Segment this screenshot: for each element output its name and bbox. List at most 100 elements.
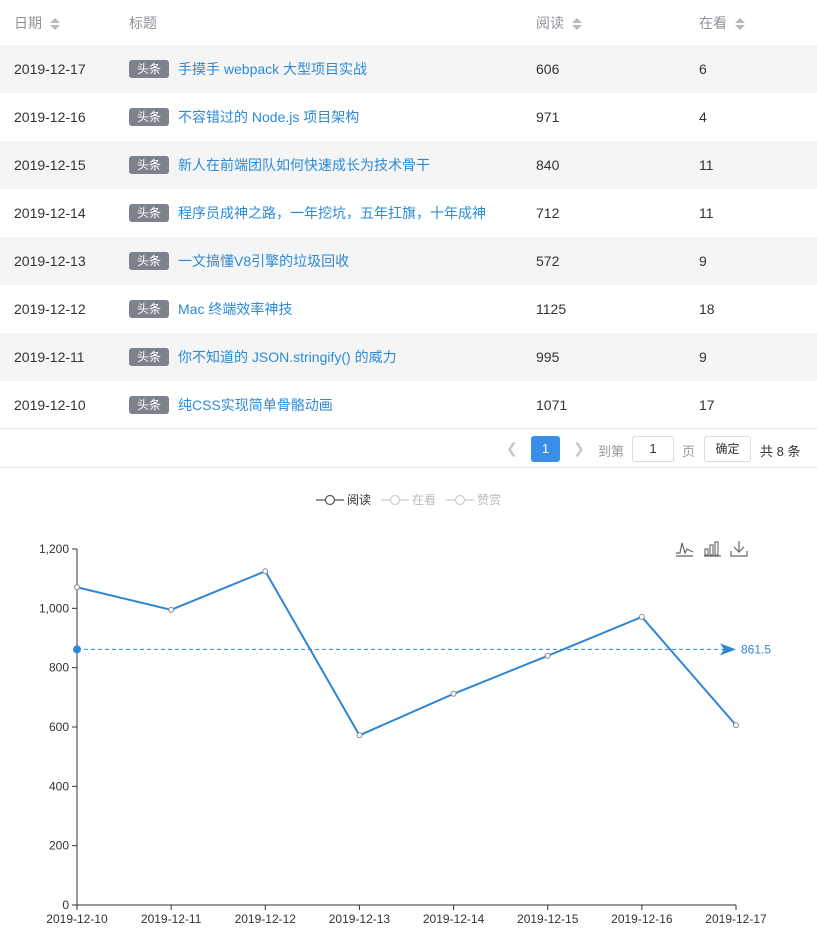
headline-tag: 头条	[129, 348, 170, 366]
pagination: ❮ 1 ❯ 到第 1 页 确定 共 8 条	[0, 429, 817, 468]
headline-tag: 头条	[129, 204, 170, 222]
table-row: 2019-12-15 头条 新人在前端团队如何快速成长为技术骨干 840 11	[0, 141, 817, 189]
row-date: 2019-12-11	[14, 349, 85, 365]
article-title-link[interactable]: Mac 终端效率神技	[178, 301, 293, 317]
x-tick-label: 2019-12-16	[611, 912, 673, 926]
row-reads: 572	[536, 253, 560, 269]
row-watching: 11	[699, 157, 714, 173]
reads-data-point	[638, 613, 645, 620]
y-tick-label: 200	[49, 839, 69, 853]
row-reads: 1071	[536, 397, 568, 413]
headline-tag: 头条	[129, 300, 170, 318]
row-watching: 9	[699, 253, 707, 269]
row-watching: 9	[699, 349, 707, 365]
table-row: 2019-12-17 头条 手摸手 webpack 大型项目实战 606 6	[0, 45, 817, 93]
legend-line-icon	[446, 494, 475, 505]
headline-tag: 头条	[129, 396, 170, 414]
headline-tag: 头条	[129, 156, 170, 174]
reads-data-point	[733, 722, 739, 729]
page-button-current[interactable]: 1	[531, 436, 560, 462]
mark-line-start-dot	[73, 645, 81, 654]
mark-line-arrow	[720, 643, 736, 656]
row-reads: 1125	[536, 301, 567, 317]
row-watching: 6	[699, 61, 707, 77]
reads-data-point	[74, 584, 80, 591]
legend-item-reads[interactable]: 阅读	[316, 491, 371, 508]
x-tick-label: 2019-12-15	[517, 912, 579, 926]
x-tick-label: 2019-12-10	[46, 912, 108, 926]
row-reads: 840	[536, 157, 560, 173]
reads-line-chart: 0 200 400 600 800 1,000 1,200 2019-12-10 2019-12…	[39, 542, 771, 926]
header-title: 标题	[129, 14, 157, 31]
reads-data-point	[168, 606, 175, 613]
headline-tag: 头条	[129, 60, 170, 78]
reads-data-point	[450, 690, 457, 697]
legend-item-watching[interactable]: 在看	[381, 491, 436, 508]
chevron-left-icon[interactable]: ❮	[506, 440, 518, 456]
row-watching: 17	[699, 397, 715, 413]
sort-icon[interactable]	[735, 17, 745, 31]
page-word: 页	[682, 444, 696, 459]
table-header: 日期 标题 阅读 在看	[0, 0, 817, 45]
article-title-link[interactable]: 程序员成神之路，一年挖坑，五年扛旗，十年成神	[178, 205, 487, 221]
articles-table: 日期 标题 阅读 在看 2019-12-17 头条 手摸手 webpack 大型项…	[0, 0, 817, 429]
row-date: 2019-12-13	[14, 253, 86, 269]
header-watching[interactable]: 在看	[699, 13, 817, 33]
y-tick-label: 600	[49, 720, 69, 734]
article-title-link[interactable]: 新人在前端团队如何快速成长为技术骨干	[178, 157, 431, 173]
chart-legend: 阅读 在看 赞赏	[316, 491, 511, 508]
confirm-button[interactable]: 确定	[704, 436, 751, 462]
row-date: 2019-12-17	[14, 61, 86, 77]
row-watching: 11	[699, 205, 714, 221]
x-tick-label: 2019-12-13	[329, 912, 391, 926]
sort-icon[interactable]	[572, 17, 582, 31]
y-tick-label: 1,000	[39, 601, 69, 615]
legend-item-appreciation[interactable]: 赞赏	[446, 491, 501, 508]
mark-line-label: 861.5	[741, 642, 771, 656]
x-tick-label: 2019-12-12	[235, 912, 297, 926]
row-reads: 712	[536, 205, 560, 221]
headline-tag: 头条	[129, 108, 170, 126]
row-reads: 971	[536, 109, 560, 125]
goto-label: 到第	[598, 444, 625, 459]
article-title-link[interactable]: 纯CSS实现简单骨骼动画	[178, 397, 333, 413]
table-row: 2019-12-12 头条 Mac 终端效率神技 1125 18	[0, 285, 817, 333]
y-tick-label: 400	[49, 779, 69, 793]
header-date[interactable]: 日期	[0, 13, 129, 33]
download-icon[interactable]	[730, 540, 749, 558]
table-row: 2019-12-13 头条 一文搞懂V8引擎的垃圾回收 572 9	[0, 237, 817, 285]
row-date: 2019-12-12	[14, 301, 86, 317]
bar-chart-icon[interactable]	[703, 540, 722, 558]
legend-line-icon	[316, 494, 344, 505]
reads-data-point	[356, 732, 363, 739]
sort-icon[interactable]	[50, 17, 60, 31]
table-row: 2019-12-11 头条 你不知道的 JSON.stringify() 的威力 …	[0, 333, 817, 381]
row-date: 2019-12-15	[14, 157, 86, 173]
table-row: 2019-12-16 头条 不容错过的 Node.js 项目架构 971 4	[0, 93, 817, 141]
article-title-link[interactable]: 不容错过的 Node.js 项目架构	[178, 109, 360, 125]
chevron-right-icon[interactable]: ❯	[573, 440, 585, 456]
goto-page-input[interactable]: 1	[632, 436, 674, 462]
row-date: 2019-12-14	[14, 205, 86, 221]
row-watching: 4	[699, 109, 707, 125]
reads-series-line	[76, 569, 737, 737]
table-divider	[0, 428, 817, 429]
header-reads[interactable]: 阅读	[536, 13, 699, 33]
row-date: 2019-12-16	[14, 109, 86, 125]
legend-line-icon	[381, 494, 410, 505]
x-tick-label: 2019-12-14	[423, 912, 485, 926]
row-date: 2019-12-10	[14, 397, 86, 413]
row-reads: 606	[536, 61, 560, 77]
reads-data-point	[544, 652, 551, 659]
x-tick-label: 2019-12-17	[705, 912, 767, 926]
reads-data-point	[262, 568, 269, 575]
total-count: 共 8 条	[760, 444, 801, 459]
article-title-link[interactable]: 手摸手 webpack 大型项目实战	[178, 61, 368, 77]
y-tick-label: 800	[49, 661, 69, 675]
article-title-link[interactable]: 你不知道的 JSON.stringify() 的威力	[178, 349, 397, 365]
y-tick-label: 1,200	[39, 542, 69, 556]
x-tick-label: 2019-12-11	[141, 912, 202, 926]
article-title-link[interactable]: 一文搞懂V8引擎的垃圾回收	[178, 253, 350, 269]
table-row: 2019-12-10 头条 纯CSS实现简单骨骼动画 1071 17	[0, 381, 817, 429]
line-chart-icon[interactable]	[675, 540, 694, 558]
